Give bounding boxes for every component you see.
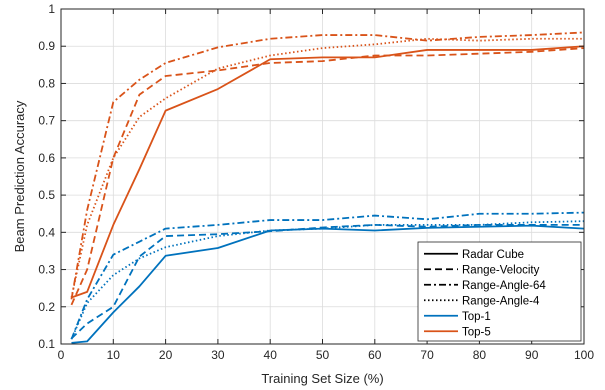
x-tick-label: 40 [264,348,278,362]
y-tick-label: 0.8 [38,76,55,90]
x-tick-label: 20 [159,348,173,362]
series-line [70,211,585,340]
y-tick-label: 0.5 [38,188,55,202]
legend-entry: Radar Cube [462,249,524,261]
x-tick-label: 0 [58,348,65,362]
legend-entry: Range-Velocity [462,264,540,276]
series-line [70,220,585,340]
legend-entry: Range-Angle-64 [462,280,546,292]
legend-entry: Range-Angle-4 [462,295,540,307]
x-axis-label: Training Set Size (%) [261,371,383,386]
x-tick-label: 50 [316,348,330,362]
x-tick-label: 90 [525,348,539,362]
legend: Radar Cube Range-Velocity Range-Angle-64 Ra… [417,241,582,342]
y-tick-label: 0.2 [38,300,55,314]
legend-box [417,241,582,342]
y-tick-labels: 0.1 0.2 0.3 0.4 0.5 0.6 0.7 0.8 0.9 1 [38,2,55,351]
x-tick-labels: 0 10 20 30 40 50 60 70 80 90 100 [58,348,595,362]
series-line [70,31,585,300]
x-tick-label: 60 [368,348,382,362]
x-tick-label: 30 [211,348,225,362]
y-axis-label: Beam Prediction Accuracy [12,100,27,252]
y-tick-label: 0.4 [38,225,55,239]
x-tick-label: 10 [107,348,121,362]
y-tick-label: 0.9 [38,39,55,53]
series-line [71,45,585,299]
y-tick-label: 1 [48,2,55,16]
x-tick-label: 100 [574,348,594,362]
legend-entry: Top-5 [462,326,491,338]
legend-entry: Top-1 [462,311,491,323]
x-tick-label: 70 [420,348,434,362]
y-tick-label: 0.7 [38,114,55,128]
series-line [70,37,584,298]
y-tick-label: 0.1 [38,337,55,351]
y-tick-label: 0.6 [38,151,55,165]
y-tick-label: 0.3 [38,263,55,277]
x-tick-label: 80 [473,348,487,362]
series-lines [70,31,585,344]
